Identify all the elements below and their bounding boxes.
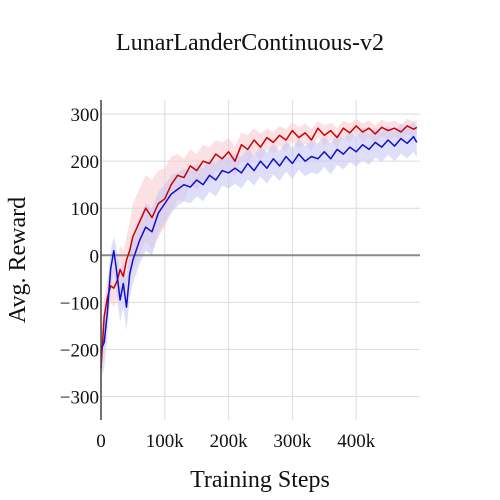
x-tick-label: 0 bbox=[96, 431, 106, 452]
x-tick-label: 400k bbox=[337, 431, 376, 452]
x-tick-label: 200k bbox=[210, 431, 249, 452]
y-tick-label: −300 bbox=[60, 387, 99, 408]
series-blue-line bbox=[100, 135, 418, 350]
y-tick-label: −200 bbox=[60, 340, 99, 361]
x-tick-labels: 0 100k 200k 300k 400k bbox=[96, 431, 375, 452]
series-red-line bbox=[100, 125, 418, 369]
confidence-bands bbox=[101, 118, 417, 388]
x-axis-title: Training Steps bbox=[190, 467, 330, 493]
y-axis-title: Avg. Reward bbox=[5, 197, 31, 323]
x-tick-label: 100k bbox=[146, 431, 185, 452]
y-tick-label: 200 bbox=[71, 152, 100, 173]
y-tick-label: −100 bbox=[60, 293, 99, 314]
chart-title: LunarLanderContinuous-v2 bbox=[116, 30, 384, 56]
y-tick-labels: −300 −200 −100 0 100 200 300 bbox=[60, 105, 99, 408]
y-tick-label: 300 bbox=[71, 105, 100, 126]
x-tick-label: 300k bbox=[273, 431, 312, 452]
series-lines bbox=[100, 125, 418, 369]
series-blue-band bbox=[101, 121, 417, 378]
y-tick-label: 0 bbox=[90, 246, 100, 267]
y-tick-label: 100 bbox=[71, 199, 100, 220]
